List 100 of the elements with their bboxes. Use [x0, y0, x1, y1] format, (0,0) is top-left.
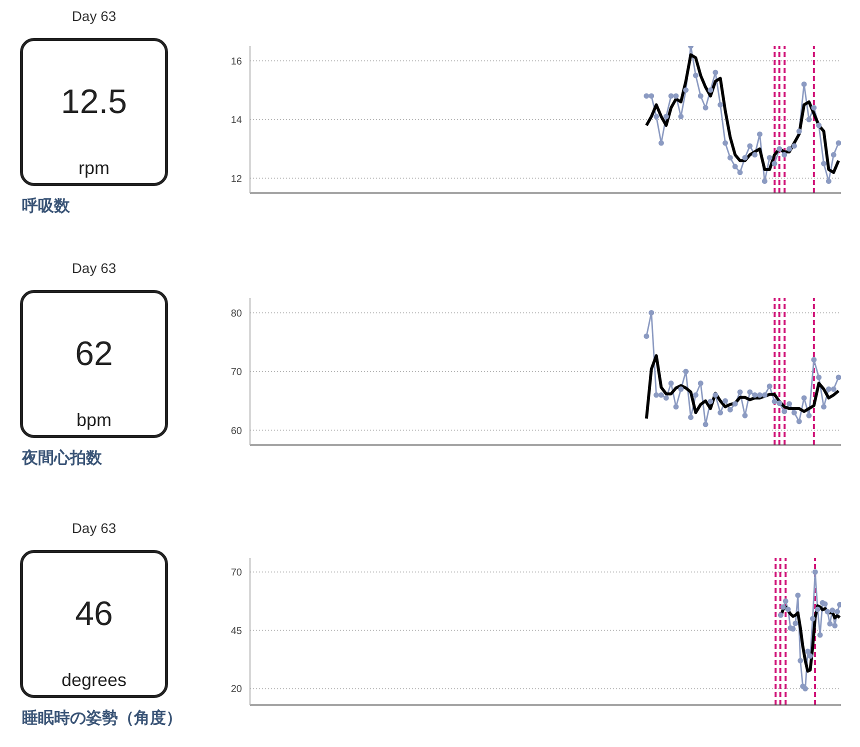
y-tick-label: 12 — [230, 174, 242, 185]
point — [702, 422, 708, 428]
point — [668, 93, 674, 99]
point — [698, 93, 704, 99]
point — [792, 620, 798, 626]
point — [796, 418, 802, 424]
y-tick-label: 60 — [230, 426, 242, 437]
point — [683, 368, 689, 374]
point — [668, 380, 674, 386]
point — [817, 632, 823, 638]
text: bpm — [75, 410, 112, 431]
point — [747, 389, 753, 395]
point — [834, 608, 840, 614]
text: rpm — [78, 158, 110, 179]
point — [648, 310, 654, 316]
point — [722, 140, 728, 146]
point — [722, 398, 728, 404]
point — [688, 414, 694, 420]
point — [708, 87, 714, 93]
point — [678, 386, 684, 392]
point — [830, 386, 836, 392]
point — [791, 143, 797, 149]
point — [727, 406, 733, 412]
point — [785, 606, 791, 612]
y-tick-label: 14 — [230, 115, 242, 126]
point — [756, 392, 762, 398]
point — [778, 612, 784, 618]
point — [732, 401, 738, 407]
point — [692, 72, 698, 78]
point — [821, 160, 827, 166]
point — [832, 622, 838, 628]
point — [766, 154, 772, 160]
point — [737, 389, 743, 395]
text: 46 — [74, 595, 114, 634]
y-tick-label: 45 — [230, 626, 242, 637]
text: 12.5 — [60, 83, 128, 122]
point — [678, 114, 684, 120]
text: degrees — [60, 670, 128, 691]
point — [708, 398, 714, 404]
point — [821, 404, 827, 410]
point — [644, 93, 650, 99]
point — [802, 686, 808, 692]
point — [836, 140, 841, 146]
point — [810, 616, 816, 622]
point — [795, 592, 801, 598]
point — [796, 128, 802, 134]
point — [766, 383, 772, 389]
y-tick-label: 20 — [230, 684, 242, 696]
text: 呼吸数 — [22, 196, 70, 217]
line-series — [644, 354, 840, 420]
point — [737, 170, 743, 176]
point — [658, 140, 664, 146]
point — [816, 374, 822, 380]
point — [824, 608, 830, 614]
point — [658, 392, 664, 398]
point — [732, 164, 738, 170]
point — [747, 143, 753, 149]
point — [826, 386, 832, 392]
point — [826, 178, 832, 184]
point — [782, 598, 788, 604]
point — [654, 392, 660, 398]
point — [816, 122, 822, 128]
point — [798, 658, 804, 664]
point — [756, 131, 762, 137]
point — [801, 81, 807, 87]
point — [663, 114, 669, 120]
point — [698, 380, 704, 386]
text: Day 63 — [70, 260, 118, 276]
y-tick-label: 80 — [230, 308, 242, 320]
text: Day 63 — [70, 8, 118, 24]
point — [644, 333, 650, 339]
point — [801, 395, 807, 401]
y-tick-label: 70 — [230, 367, 242, 378]
point — [683, 87, 689, 93]
point — [836, 374, 841, 380]
point — [712, 392, 718, 398]
point — [702, 104, 708, 110]
point — [752, 392, 758, 398]
point — [806, 116, 812, 122]
point — [727, 154, 733, 160]
point — [806, 412, 812, 418]
point — [830, 608, 836, 614]
text: Day 63 — [70, 520, 118, 536]
point — [654, 114, 660, 120]
point — [692, 392, 698, 398]
point — [712, 70, 718, 76]
point — [718, 410, 724, 416]
point — [830, 152, 836, 158]
point — [648, 93, 654, 99]
point — [827, 621, 833, 627]
line-series — [779, 604, 841, 673]
point — [663, 395, 669, 401]
point — [786, 146, 792, 152]
text: 夜間心拍数 — [22, 448, 102, 469]
point — [791, 410, 797, 416]
point — [762, 178, 768, 184]
point — [673, 404, 679, 410]
text: 睡眠時の姿勢（角度） — [22, 708, 182, 729]
point — [752, 152, 758, 158]
y-tick-label: 16 — [230, 56, 242, 68]
